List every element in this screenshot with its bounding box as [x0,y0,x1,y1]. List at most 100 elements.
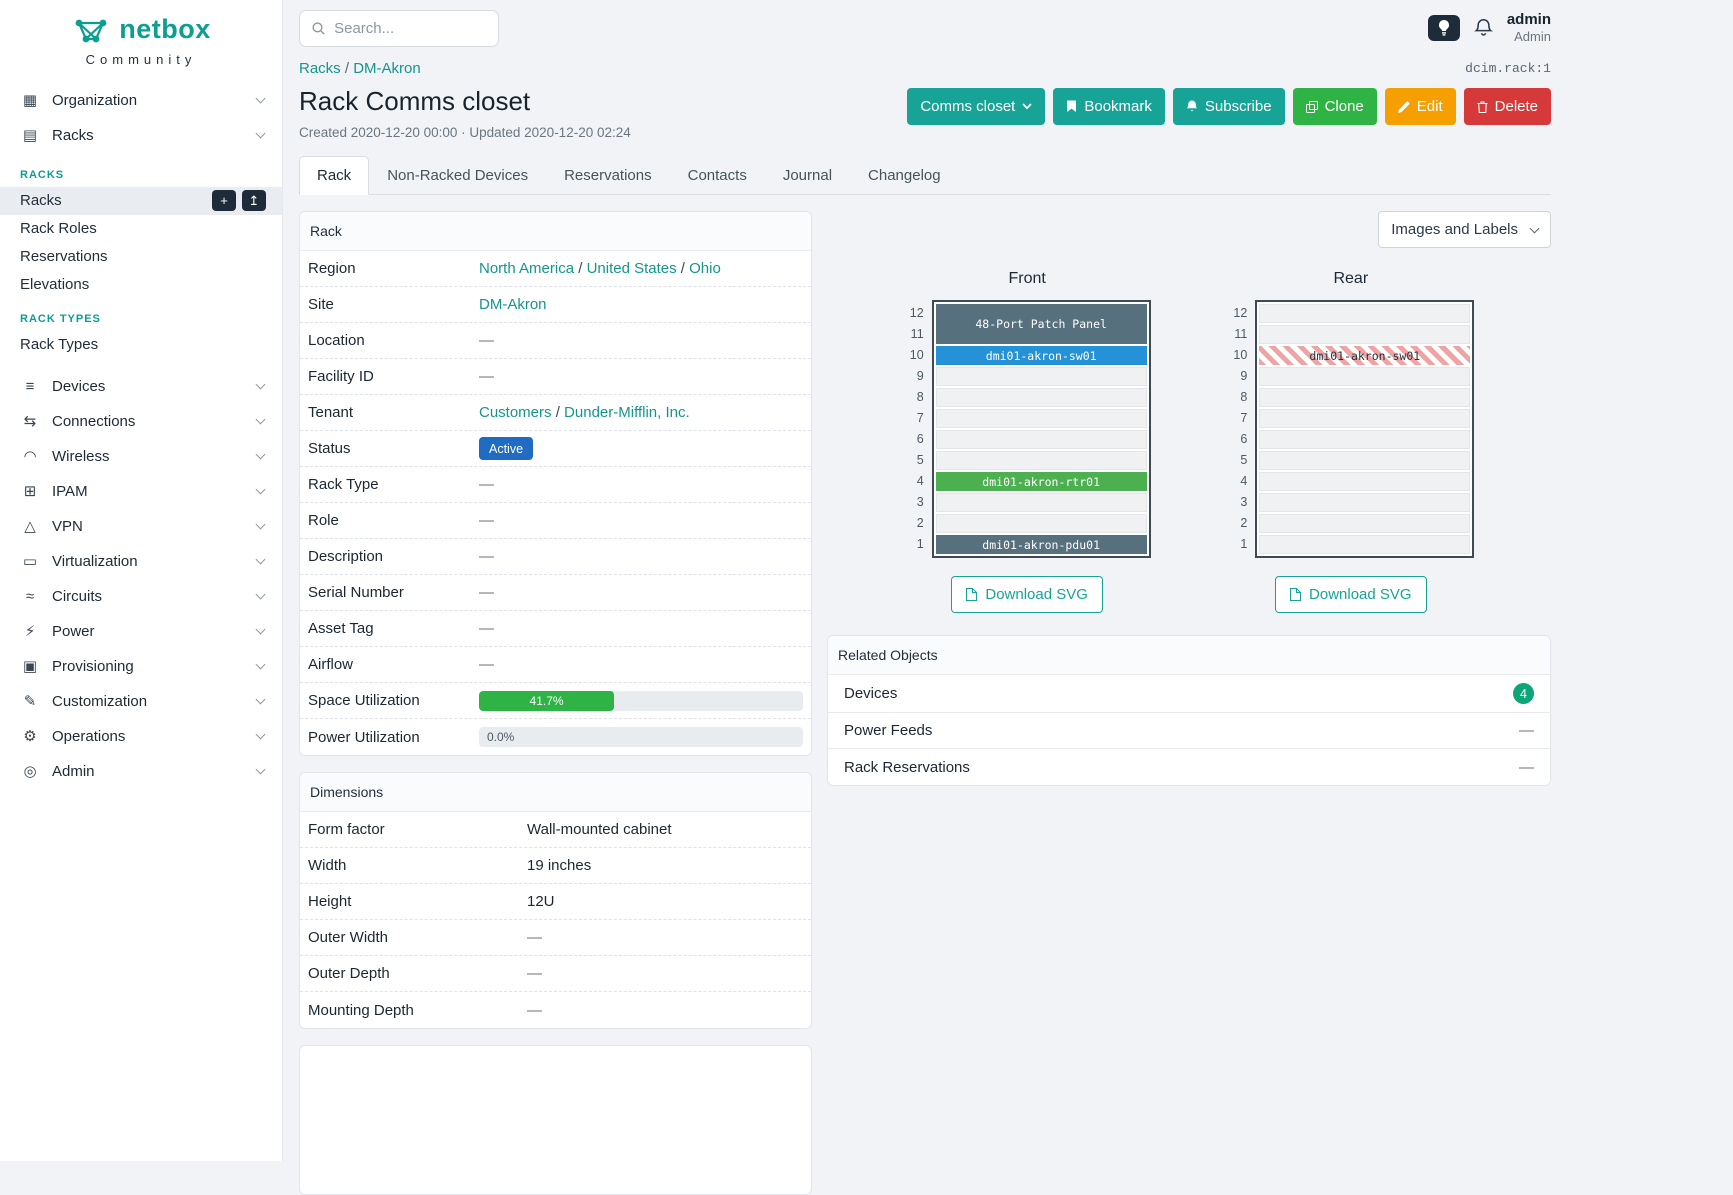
breadcrumb-site-link[interactable]: DM-Akron [353,60,421,77]
sidebar-subitem-reservations[interactable]: Reservations [20,248,108,265]
attr-row-description: Description — [300,539,811,575]
breadcrumb-racks-link[interactable]: Racks [299,60,341,77]
attr-label: Role [308,512,339,529]
sidebar-item-circuits[interactable]: ≈ Circuits [0,579,282,614]
tab-non-racked-devices[interactable]: Non-Racked Devices [387,167,529,184]
chevron-down-icon [255,589,266,599]
sidebar-item-admin[interactable]: ◎ Admin [0,754,282,789]
rack-unit-empty[interactable] [935,388,1147,407]
rack-unit-device[interactable]: dmi01-akron-rtr01 [935,472,1147,491]
sidebar-subitem-racks[interactable]: Racks + ↥ [0,186,282,215]
rack-unit-empty[interactable] [935,514,1147,533]
unit-number: 11 [910,327,924,341]
pencil-icon [1397,101,1410,113]
sidebar-item-ipam[interactable]: ⊞ IPAM [0,474,282,509]
search-box[interactable] [299,9,499,47]
rack-unit-empty[interactable] [935,409,1147,428]
sidebar-item-connections[interactable]: ⇆ Connections [0,404,282,439]
images-labels-select[interactable]: Images and Labels [1378,211,1551,248]
import-button[interactable]: ↥ [242,190,266,211]
comms-closet-button[interactable]: Comms closet [907,88,1046,125]
unit-number: 7 [1240,411,1248,425]
rack-unit-empty[interactable] [1259,388,1471,407]
rack-unit-empty[interactable] [1259,304,1471,323]
clone-button[interactable]: Clone [1292,88,1377,125]
rack-unit-empty[interactable] [1259,409,1471,428]
link-united-states[interactable]: United States [586,260,677,277]
rack-panel-title: Rack [300,212,811,251]
rack-unit-device[interactable]: dmi01-akron-sw01 [1259,346,1471,365]
topbar: admin Admin [299,0,1551,56]
sidebar-item-organization[interactable]: ▦ Organization [0,83,282,118]
circuits-icon: ≈ [25,587,35,605]
brand-tagline: Community [85,51,197,67]
link-north-america[interactable]: North America [479,260,575,277]
delete-button[interactable]: Delete [1463,88,1551,125]
sidebar-item-racks[interactable]: ▤ Racks [0,118,282,153]
link-dunder-mifflin-inc[interactable]: Dunder-Mifflin, Inc. [564,404,690,421]
attr-row-location: Location — [300,323,811,359]
rack-unit-empty[interactable] [1259,430,1471,449]
unit-number: 4 [1240,474,1248,488]
subscribe-button[interactable]: Subscribe [1172,88,1285,125]
theme-toggle-button[interactable] [1427,14,1460,41]
count-badge[interactable]: 4 [1513,683,1534,704]
rack-unit-empty[interactable] [1259,535,1471,554]
rack-unit-device[interactable]: dmi01-akron-sw01 [935,346,1147,365]
tab-rack[interactable]: Rack [299,156,370,195]
sidebar-item-devices[interactable]: ≡ Devices [0,369,282,404]
ipam-icon: ⊞ [23,483,37,500]
rack-unit-empty[interactable] [1259,451,1471,470]
rack-unit-device[interactable]: 48-Port Patch Panel [935,304,1147,344]
front-unit-rail: 12 11 10 9 8 7 6 5 4 3 2 1 [904,300,924,558]
notifications-button[interactable] [1473,18,1493,37]
bookmark-button[interactable]: Bookmark [1053,88,1165,125]
tab-reservations[interactable]: Reservations [564,167,652,184]
related-row-devices[interactable]: Devices 4 [828,675,1550,713]
add-button[interactable]: + [212,190,236,211]
chevron-down-icon [1529,223,1540,234]
sidebar-subitem-rack-roles[interactable]: Rack Roles [20,220,97,237]
sidebar-item-wireless[interactable]: ◠ Wireless [0,439,282,474]
sidebar-item-customization[interactable]: ✎ Customization [0,684,282,719]
rack-unit-device[interactable]: dmi01-akron-pdu01 [935,535,1147,554]
rack-unit-empty[interactable] [935,430,1147,449]
rack-icon: ▤ [22,127,38,144]
sidebar-subitem-elevations[interactable]: Elevations [20,276,90,293]
rack-unit-empty[interactable] [1259,367,1471,386]
tab-changelog[interactable]: Changelog [868,167,941,184]
rack-unit-empty[interactable] [935,451,1147,470]
unit-number: 3 [1240,495,1248,509]
sidebar-item-operations[interactable]: ⚙ Operations [0,719,282,754]
link-dm-akron[interactable]: DM-Akron [479,296,547,313]
search-icon [312,21,325,35]
rack-unit-empty[interactable] [935,367,1147,386]
rack-unit-empty[interactable] [1259,325,1471,344]
sidebar-item-power[interactable]: ⚡ Power [0,614,282,649]
tab-journal[interactable]: Journal [782,167,833,184]
home-link[interactable]: netbox [71,14,211,45]
attr-value: 12U [527,893,555,910]
rack-unit-empty[interactable] [1259,472,1471,491]
sidebar-item-virtualization[interactable]: ▭ Virtualization [0,544,282,579]
rack-unit-empty[interactable] [935,493,1147,512]
sidebar-item-vpn[interactable]: △ VPN [0,509,282,544]
sidebar-item-provisioning[interactable]: ▣ Provisioning [0,649,282,684]
rack-attributes: Region North America / United States / Oh… [300,251,811,755]
tab-contacts[interactable]: Contacts [687,167,747,184]
download-svg-rear-button[interactable]: Download SVG [1275,576,1427,613]
unit-number: 6 [916,432,924,446]
attr-row-mounting-depth: Mounting Depth — [300,992,811,1028]
sidebar-section-header-racks: RACKS [20,168,65,181]
attr-row-tenant: Tenant Customers / Dunder-Mifflin, Inc. [300,395,811,431]
user-menu[interactable]: admin Admin [1507,11,1551,44]
rack-unit-empty[interactable] [1259,514,1471,533]
search-input[interactable] [334,19,486,37]
link-ohio[interactable]: Ohio [689,260,721,277]
sidebar-subitem-rack-types[interactable]: Rack Types [20,336,99,353]
rack-unit-empty[interactable] [1259,493,1471,512]
link-customers[interactable]: Customers [479,404,552,421]
download-svg-front-button[interactable]: Download SVG [951,576,1103,613]
partial-panel [299,1045,812,1195]
edit-button[interactable]: Edit [1384,88,1456,125]
